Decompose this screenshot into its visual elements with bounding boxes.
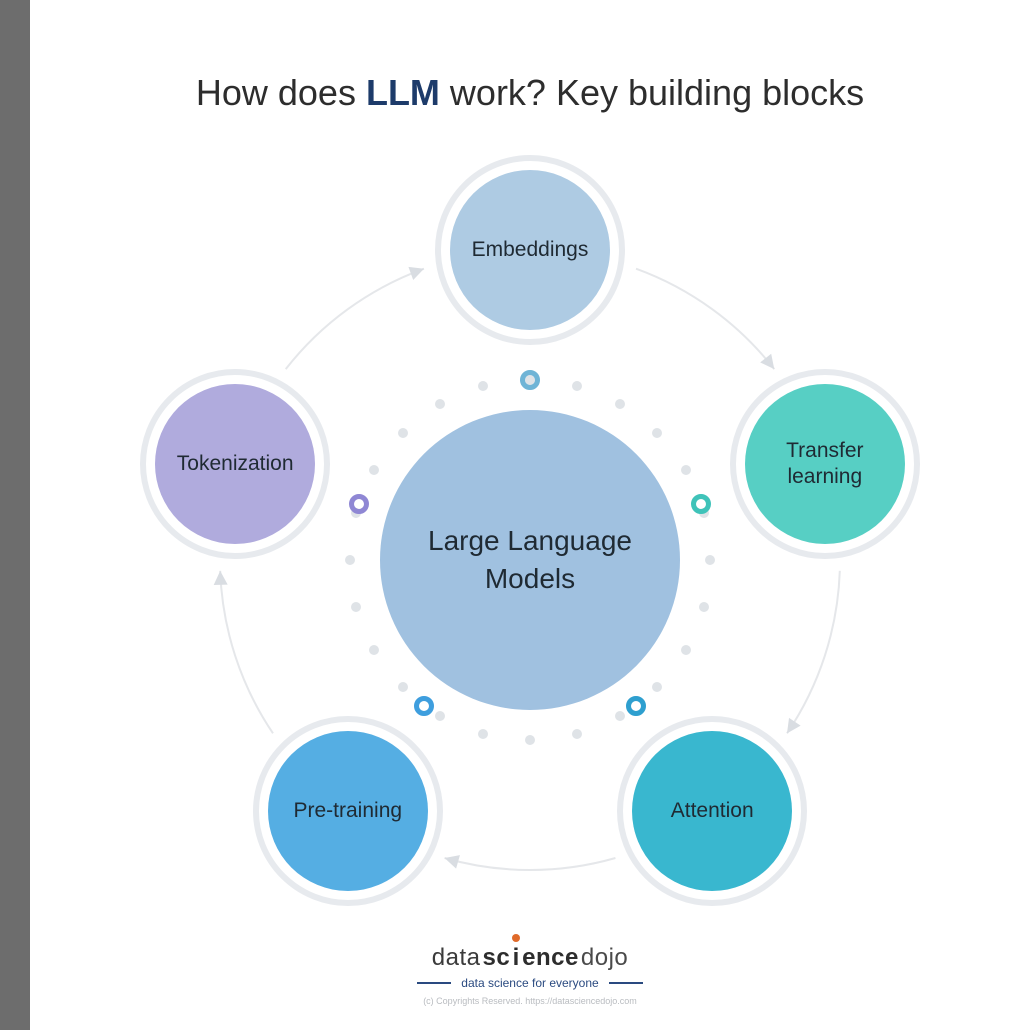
inner-dot: [681, 645, 691, 655]
orbit-arc: [787, 571, 840, 734]
node-attention-label: Attention: [632, 731, 792, 891]
orbit-arc: [636, 269, 774, 369]
page-title: How does LLM work? Key building blocks: [30, 72, 1030, 114]
orbit-arc: [445, 858, 616, 870]
brand-i-icon: i: [512, 944, 520, 972]
node-attention: Attention: [617, 716, 807, 906]
title-post: work? Key building blocks: [440, 72, 864, 113]
node-tokenization: Tokenization: [140, 369, 330, 559]
inner-dot: [351, 602, 361, 612]
inner-dot: [615, 711, 625, 721]
title-emph: LLM: [366, 72, 440, 113]
inner-dot: [572, 381, 582, 391]
brand-part4: dojo: [581, 944, 628, 972]
brand-part2: sc: [482, 944, 510, 972]
inner-dot: [398, 428, 408, 438]
node-pretraining-label: Pre-training: [268, 731, 428, 891]
orbit-arrowhead-icon: [787, 718, 801, 734]
brand-tagline: data science for everyone: [461, 976, 598, 990]
brand-part3: ence: [522, 944, 579, 972]
inner-dot: [398, 682, 408, 692]
accent-ring-icon: [626, 696, 646, 716]
node-embeddings: Embeddings: [435, 155, 625, 345]
inner-dot: [681, 465, 691, 475]
brand-part1: data: [432, 944, 481, 972]
brand-logo: datasciencedojo: [432, 944, 629, 972]
node-transfer-label: Transfer learning: [745, 384, 905, 544]
node-pretraining: Pre-training: [253, 716, 443, 906]
orbit-arrowhead-icon: [214, 571, 228, 585]
center-node: Large Language Models: [380, 410, 680, 710]
node-embeddings-label: Embeddings: [450, 170, 610, 330]
tagline-bar-left: [417, 982, 451, 984]
accent-ring-icon: [520, 370, 540, 390]
llm-cycle-diagram: Large Language Models Embeddings Transfer …: [90, 140, 970, 940]
orbit-arc: [220, 571, 273, 734]
title-pre: How does: [196, 72, 366, 113]
inner-dot: [572, 729, 582, 739]
brand-tagline-row: data science for everyone: [30, 976, 1030, 990]
inner-dot: [525, 735, 535, 745]
inner-dot: [345, 555, 355, 565]
node-tokenization-label: Tokenization: [155, 384, 315, 544]
node-transfer: Transfer learning: [730, 369, 920, 559]
center-node-label: Large Language Models: [380, 522, 680, 598]
inner-dot: [705, 555, 715, 565]
inner-dot: [652, 428, 662, 438]
footer: datasciencedojo data science for everyon…: [30, 944, 1030, 1006]
inner-dot: [435, 711, 445, 721]
copyright-text: (c) Copyrights Reserved. https://datasci…: [30, 996, 1030, 1006]
tagline-bar-right: [609, 982, 643, 984]
orbit-arrowhead-icon: [445, 855, 460, 868]
inner-dot: [699, 602, 709, 612]
orbit-arc: [286, 269, 424, 369]
accent-ring-icon: [414, 696, 434, 716]
